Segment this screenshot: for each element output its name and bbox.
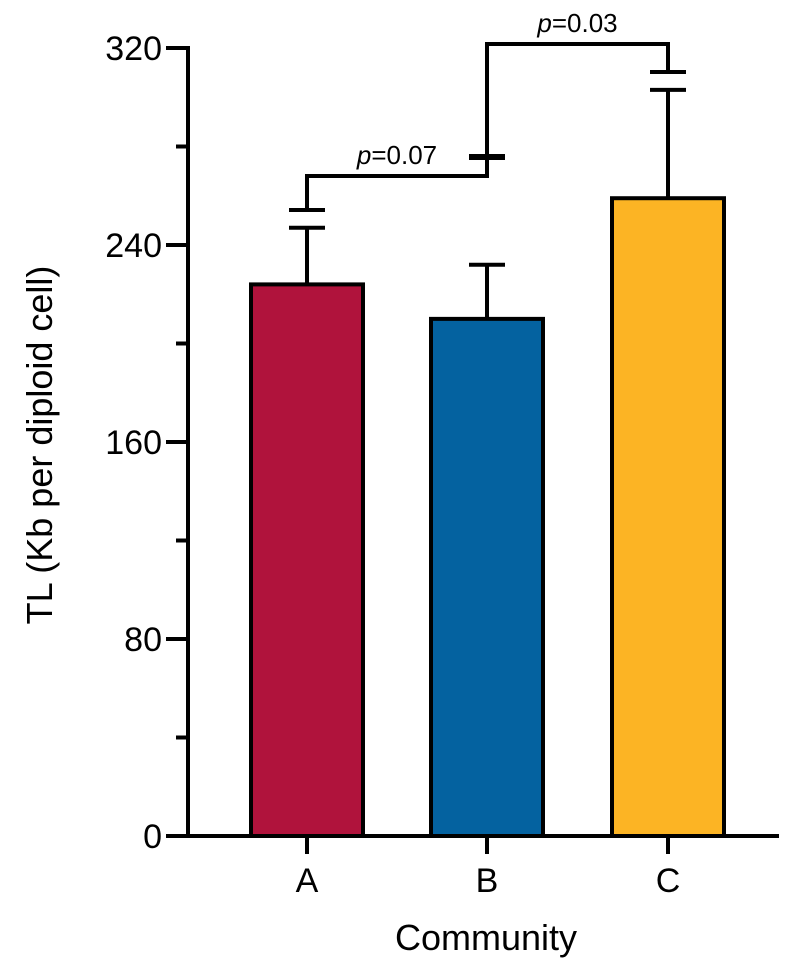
p-value-label: p=0.07 bbox=[356, 140, 437, 170]
bar-b bbox=[429, 316, 545, 838]
bar-a bbox=[249, 282, 365, 838]
y-tick-label: 320 bbox=[105, 30, 162, 68]
p-symbol: p bbox=[356, 140, 371, 170]
p-value-label: p=0.03 bbox=[536, 8, 617, 38]
y-axis-title: TL (Kb per diploid cell) bbox=[19, 266, 60, 625]
p-number: =0.03 bbox=[552, 8, 618, 38]
x-tick-label: B bbox=[476, 862, 499, 900]
bar-c bbox=[610, 196, 726, 838]
significance-bracket bbox=[485, 42, 670, 158]
p-symbol: p bbox=[536, 8, 551, 38]
x-tick-label: A bbox=[296, 862, 319, 900]
x-axis-title: Community bbox=[395, 917, 577, 958]
y-tick-label: 80 bbox=[124, 621, 162, 659]
y-tick-label: 240 bbox=[105, 227, 162, 265]
significance-brackets: p=0.07p=0.03 bbox=[289, 8, 686, 212]
significance-bracket bbox=[305, 156, 489, 210]
x-tick-label: C bbox=[656, 862, 681, 900]
p-number: =0.07 bbox=[371, 140, 437, 170]
error-bars bbox=[289, 87, 686, 319]
y-tick-label: 0 bbox=[143, 818, 162, 856]
y-tick-label: 160 bbox=[105, 424, 162, 462]
